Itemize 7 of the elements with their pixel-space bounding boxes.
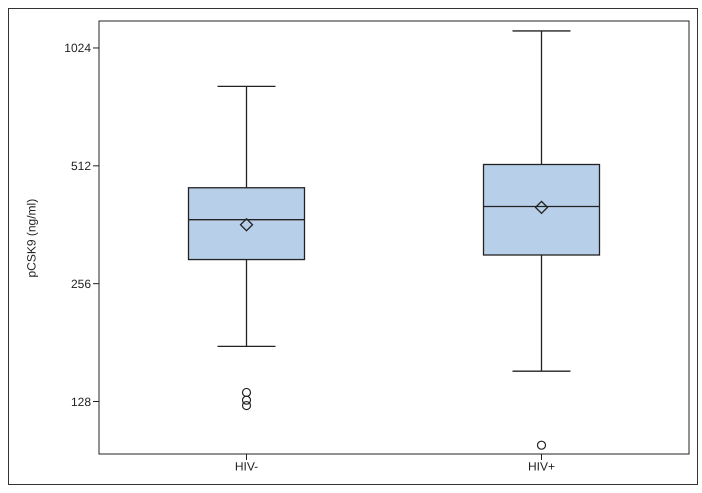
- x-tick-label: HIV+: [528, 460, 556, 474]
- y-tick-label: 1024: [64, 41, 92, 56]
- y-tick-label: 128: [70, 394, 92, 409]
- x-tick-label: HIV-: [234, 460, 258, 474]
- y-axis-title: pCSK9 (ng/ml): [24, 198, 38, 278]
- y-tick-label: 512: [70, 159, 92, 174]
- y-tick-label: 256: [70, 276, 92, 291]
